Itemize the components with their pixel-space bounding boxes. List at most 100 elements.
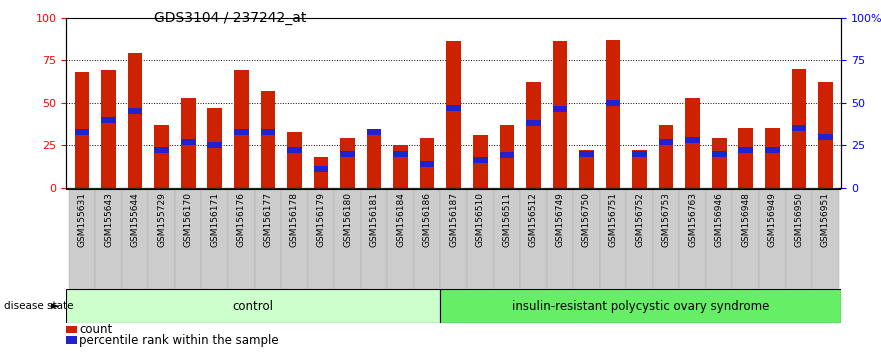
- Bar: [234, 70, 248, 188]
- Text: GSM156753: GSM156753: [662, 192, 670, 247]
- Text: disease state: disease state: [4, 301, 74, 311]
- Text: percentile rank within the sample: percentile rank within the sample: [79, 334, 279, 347]
- Bar: [818, 82, 833, 188]
- Text: GDS3104 / 237242_at: GDS3104 / 237242_at: [154, 11, 307, 25]
- Bar: [712, 151, 727, 156]
- Bar: [75, 72, 89, 188]
- Bar: [520, 189, 546, 289]
- Bar: [314, 157, 329, 188]
- Bar: [366, 129, 381, 135]
- Text: GSM156950: GSM156950: [795, 192, 803, 247]
- Bar: [500, 152, 515, 158]
- Bar: [440, 189, 467, 289]
- Bar: [633, 151, 647, 156]
- Bar: [706, 189, 732, 289]
- Text: GSM156512: GSM156512: [529, 192, 538, 247]
- Bar: [287, 147, 301, 153]
- Bar: [148, 189, 175, 289]
- Bar: [606, 100, 620, 105]
- Bar: [75, 129, 89, 135]
- Bar: [101, 117, 116, 122]
- Bar: [334, 189, 361, 289]
- Bar: [552, 107, 567, 113]
- Text: GSM156751: GSM156751: [609, 192, 618, 247]
- Bar: [388, 189, 414, 289]
- Text: GSM156170: GSM156170: [184, 192, 193, 247]
- Text: GSM156178: GSM156178: [290, 192, 299, 247]
- Bar: [69, 189, 95, 289]
- Bar: [154, 125, 169, 188]
- Text: GSM156184: GSM156184: [396, 192, 405, 247]
- Text: GSM155729: GSM155729: [157, 192, 167, 247]
- Bar: [812, 189, 839, 289]
- Bar: [493, 189, 520, 289]
- Text: GSM156946: GSM156946: [714, 192, 723, 247]
- Bar: [818, 134, 833, 139]
- Bar: [95, 189, 122, 289]
- Bar: [546, 189, 574, 289]
- Text: GSM155631: GSM155631: [78, 192, 86, 247]
- Bar: [366, 132, 381, 188]
- Bar: [420, 161, 434, 167]
- Bar: [606, 40, 620, 188]
- Bar: [181, 139, 196, 145]
- Bar: [181, 98, 196, 188]
- Bar: [659, 125, 673, 188]
- Text: GSM156949: GSM156949: [768, 192, 777, 247]
- Text: GSM156951: GSM156951: [821, 192, 830, 247]
- Text: GSM156186: GSM156186: [423, 192, 432, 247]
- Bar: [207, 108, 222, 188]
- Bar: [128, 108, 143, 114]
- Bar: [122, 189, 148, 289]
- Text: GSM156948: GSM156948: [741, 192, 751, 247]
- Text: GSM156187: GSM156187: [449, 192, 458, 247]
- Bar: [765, 147, 780, 153]
- Bar: [467, 189, 493, 289]
- Bar: [765, 128, 780, 188]
- Bar: [473, 135, 487, 188]
- Bar: [66, 289, 440, 323]
- Bar: [633, 150, 647, 188]
- Bar: [759, 189, 786, 289]
- Bar: [574, 189, 600, 289]
- Bar: [685, 137, 700, 143]
- Bar: [361, 189, 388, 289]
- Bar: [287, 132, 301, 188]
- Bar: [447, 41, 461, 188]
- Bar: [314, 166, 329, 172]
- Bar: [261, 91, 275, 188]
- Text: control: control: [233, 299, 274, 313]
- Text: GSM156180: GSM156180: [343, 192, 352, 247]
- Bar: [307, 189, 334, 289]
- Bar: [393, 151, 408, 156]
- Bar: [659, 139, 673, 145]
- Bar: [255, 189, 281, 289]
- Bar: [679, 189, 706, 289]
- Text: GSM156171: GSM156171: [211, 192, 219, 247]
- Bar: [579, 150, 594, 188]
- Bar: [202, 189, 228, 289]
- Bar: [786, 189, 812, 289]
- Bar: [175, 189, 202, 289]
- Bar: [791, 125, 806, 131]
- Bar: [440, 289, 841, 323]
- Bar: [234, 129, 248, 135]
- Bar: [154, 147, 169, 153]
- Bar: [420, 138, 434, 188]
- Bar: [340, 151, 355, 156]
- Bar: [685, 98, 700, 188]
- Bar: [414, 189, 440, 289]
- Bar: [552, 41, 567, 188]
- Bar: [579, 151, 594, 156]
- Bar: [447, 105, 461, 111]
- Text: GSM156749: GSM156749: [555, 192, 565, 247]
- Bar: [738, 147, 753, 153]
- Text: GSM156179: GSM156179: [316, 192, 325, 247]
- Text: insulin-resistant polycystic ovary syndrome: insulin-resistant polycystic ovary syndr…: [512, 299, 769, 313]
- Text: GSM156181: GSM156181: [369, 192, 379, 247]
- Text: GSM156752: GSM156752: [635, 192, 644, 247]
- Bar: [732, 189, 759, 289]
- Bar: [712, 138, 727, 188]
- Text: GSM156750: GSM156750: [582, 192, 591, 247]
- Text: GSM156763: GSM156763: [688, 192, 697, 247]
